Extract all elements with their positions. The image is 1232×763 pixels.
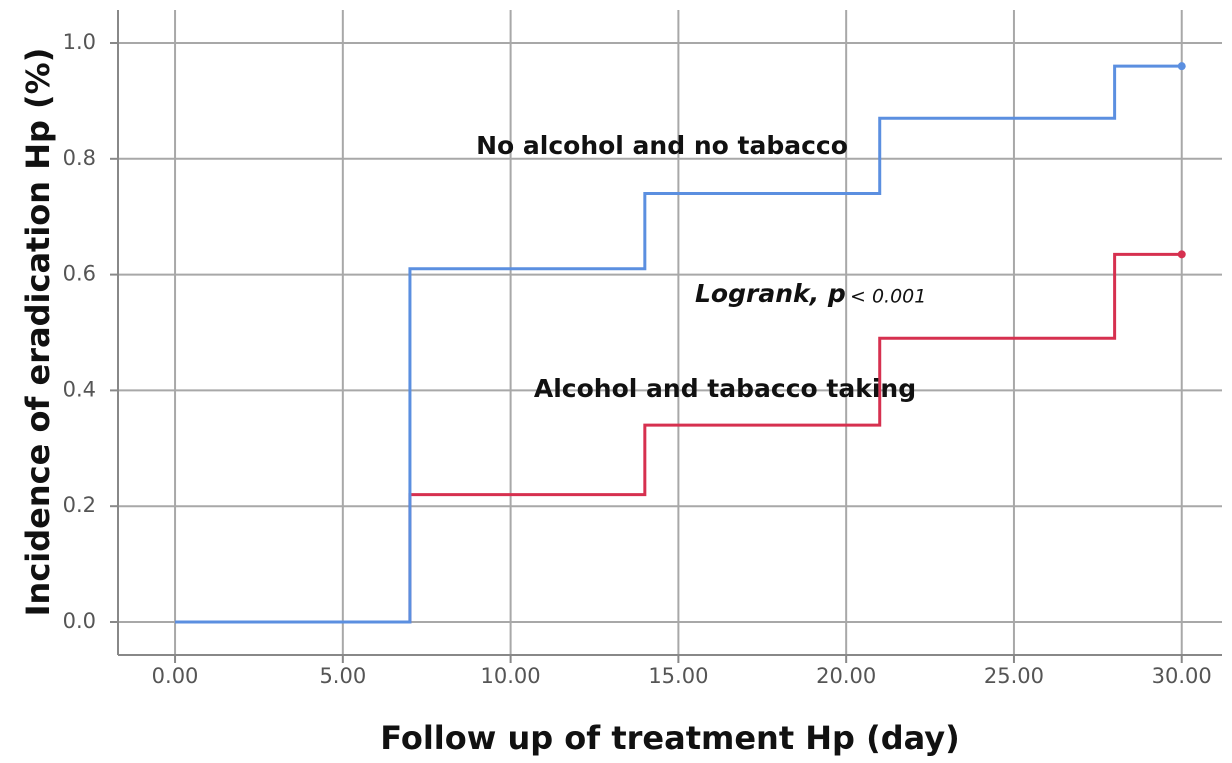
x-tick-label: 25.00 — [984, 664, 1044, 688]
y-axis-label: Incidence of eradication Hp (%) — [19, 48, 57, 617]
y-tick-label: 0.0 — [63, 609, 96, 633]
annotation: No alcohol and no tabacco — [476, 131, 848, 160]
x-tick-label: 0.00 — [152, 664, 199, 688]
x-axis-label: Follow up of treatment Hp (day) — [380, 719, 959, 757]
x-tick-label: 15.00 — [648, 664, 708, 688]
y-tick-label: 0.8 — [63, 146, 96, 170]
annotation: Alcohol and tabacco taking — [534, 374, 916, 403]
step-line — [175, 64, 1182, 624]
y-tick-label: 0.6 — [63, 262, 96, 286]
x-tick-label: 30.00 — [1152, 664, 1212, 688]
y-tick-label: 0.4 — [63, 377, 96, 401]
y-tick-label: 0.2 — [63, 493, 96, 517]
x-tick-label: 10.00 — [481, 664, 541, 688]
x-tick-label: 20.00 — [816, 664, 876, 688]
x-tick-label: 5.00 — [319, 664, 366, 688]
y-tick-label: 1.0 — [63, 30, 96, 54]
annotation: < 0.001 — [850, 286, 926, 308]
annotation: Logrank, p — [695, 279, 846, 308]
